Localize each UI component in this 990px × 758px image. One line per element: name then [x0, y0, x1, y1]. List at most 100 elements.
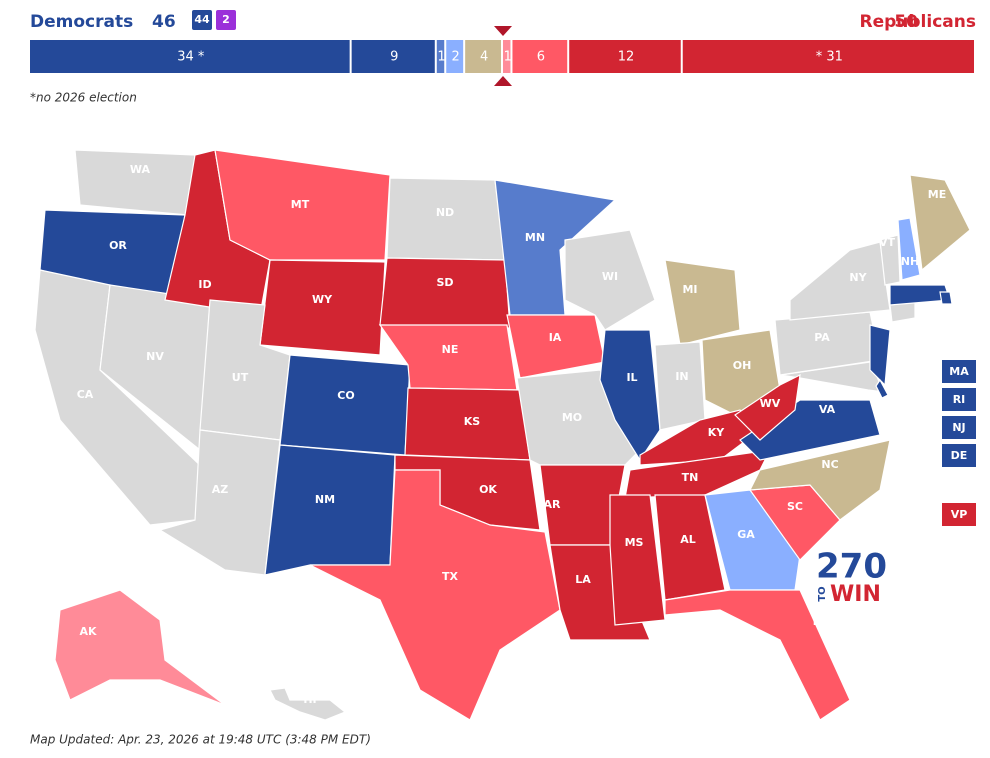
state-label: HI — [303, 693, 316, 706]
state-shape — [74, 149, 196, 216]
state-label: AL — [680, 533, 696, 546]
bar-segment — [512, 40, 568, 73]
bar-segment — [446, 40, 464, 73]
state-label: KY — [708, 426, 726, 439]
state-label: NJ — [952, 421, 965, 434]
state-shape — [704, 489, 801, 591]
state-shape — [664, 259, 741, 346]
state-label: CO — [337, 389, 354, 402]
rep-total: 50 — [894, 12, 918, 32]
state-shape — [309, 469, 561, 721]
state-label: WY — [312, 293, 333, 306]
state-shape — [386, 177, 506, 261]
state-label: CA — [77, 388, 94, 401]
majority-marker — [494, 76, 512, 86]
logo-number: 270 — [816, 547, 887, 587]
rep-label: Republicans — [860, 12, 977, 32]
state-shape — [909, 174, 971, 272]
badge — [192, 10, 212, 30]
state-label: AK — [79, 625, 97, 638]
state-label: IN — [675, 370, 688, 383]
state-shape — [506, 314, 606, 379]
state-shape — [654, 341, 706, 431]
state-shape — [748, 439, 891, 521]
state-label: MA — [949, 365, 969, 378]
state-shape — [939, 291, 953, 305]
bar-segment-label: 12 — [618, 50, 635, 65]
state-label: WA — [130, 163, 151, 176]
majority-marker — [494, 26, 512, 36]
state-label: WI — [602, 270, 618, 283]
state-shape — [664, 589, 851, 721]
state-label: KS — [464, 415, 481, 428]
bar-segment — [351, 40, 435, 73]
bar-segment-label: 34 * — [177, 50, 205, 65]
state-label: OK — [479, 483, 497, 496]
bar-segment — [569, 40, 681, 73]
state-shape — [609, 494, 666, 626]
state-shape — [279, 354, 411, 456]
state-label: RI — [953, 393, 966, 406]
state-label: PA — [814, 331, 830, 344]
state-label: MS — [625, 536, 644, 549]
bar-segment — [30, 40, 350, 73]
state-label: MT — [291, 198, 310, 211]
bar-segment-label: * 31 — [816, 50, 843, 65]
state-label: MI — [682, 283, 697, 296]
state-label: TX — [442, 570, 459, 583]
state-shape — [214, 149, 391, 261]
state-label: ID — [198, 278, 211, 291]
state-shape — [379, 257, 511, 329]
vp-box — [942, 503, 976, 526]
state-shape — [879, 234, 901, 286]
state-shape — [269, 687, 347, 721]
state-shape — [875, 378, 889, 399]
state-label: SD — [436, 276, 453, 289]
bar-segment — [682, 40, 974, 73]
bar-segment-label: 4 — [480, 50, 488, 65]
badge — [216, 10, 236, 30]
footnote: *no 2026 election — [30, 91, 137, 105]
state-label: IL — [626, 371, 637, 384]
state-shape — [494, 179, 617, 316]
state-shape — [54, 589, 226, 706]
bar-segment — [465, 40, 501, 73]
state-shape — [897, 217, 921, 281]
state-label: AR — [544, 498, 562, 511]
bar-segment — [436, 40, 445, 73]
bar-segment-label: 6 — [537, 50, 545, 65]
state-label: ME — [928, 188, 946, 201]
state-label: MO — [562, 411, 582, 424]
state-callout — [942, 360, 976, 383]
state-label: VT — [879, 236, 896, 249]
state-label: VA — [819, 403, 836, 416]
state-label: ND — [436, 206, 454, 219]
state-shape — [259, 259, 386, 356]
state-label: OH — [733, 359, 752, 372]
state-label: DE — [951, 449, 968, 462]
badge-label: 2 — [222, 13, 230, 26]
state-label: TN — [682, 471, 699, 484]
state-label: AZ — [212, 483, 229, 496]
state-label: NC — [821, 458, 838, 471]
vp-label: VP — [951, 508, 968, 521]
state-callout — [942, 416, 976, 439]
state-label: FL — [813, 615, 828, 628]
state-label: UT — [232, 371, 249, 384]
state-label: NM — [315, 493, 335, 506]
dem-total: 46 — [152, 12, 176, 32]
map: WA OR CA NV ID MT WY UT AZ CO NM ND SD NE KS OK TX MN IA MO… — [34, 149, 971, 721]
bar-segment-label: 9 — [390, 50, 398, 65]
state-label: SC — [787, 500, 803, 513]
bar-segment — [503, 40, 511, 73]
state-callout — [942, 444, 976, 467]
updated-note: Map Updated: Apr. 23, 2026 at 19:48 UTC … — [30, 733, 371, 747]
state-shape — [869, 324, 891, 387]
state-label: NH — [901, 255, 919, 268]
state-shape — [734, 373, 801, 441]
bar-segment-label: 1 — [504, 50, 512, 65]
state-shape — [654, 494, 726, 601]
logo-small: TO — [817, 586, 828, 601]
state-label: NY — [849, 271, 867, 284]
